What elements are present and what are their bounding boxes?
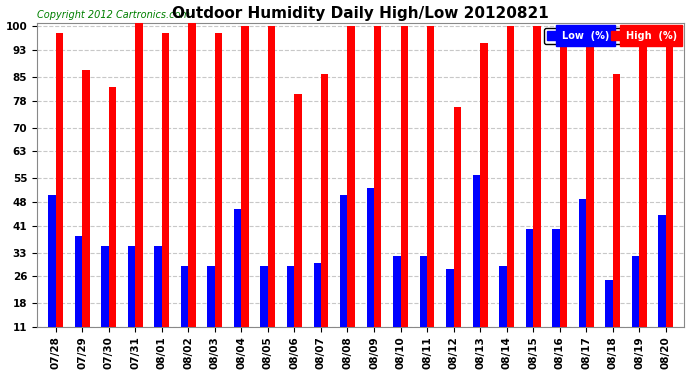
Bar (108, 87, 116, 327)
Bar (552, 229, 560, 327)
Bar (75, 236, 82, 327)
Bar (161, 33, 169, 327)
Title: Outdoor Humidity Daily High/Low 20120821: Outdoor Humidity Daily High/Low 20120821 (172, 6, 549, 21)
Bar (48, 195, 56, 327)
Bar (241, 27, 249, 327)
Bar (393, 256, 400, 327)
Bar (400, 27, 408, 327)
Bar (473, 175, 480, 327)
Bar (500, 266, 506, 327)
Bar (420, 256, 427, 327)
Bar (366, 189, 374, 327)
Bar (234, 209, 242, 327)
Bar (666, 27, 673, 327)
Bar (268, 27, 275, 327)
Bar (506, 27, 514, 327)
Bar (526, 229, 533, 327)
Bar (321, 74, 328, 327)
Legend: Low  (%), High  (%): Low (%), High (%) (544, 28, 680, 44)
Bar (340, 195, 348, 327)
Bar (295, 94, 302, 327)
Bar (128, 246, 135, 327)
Bar (560, 33, 567, 327)
Text: Copyright 2012 Cartronics.com: Copyright 2012 Cartronics.com (37, 10, 190, 20)
Bar (215, 33, 222, 327)
Bar (586, 27, 593, 327)
Bar (135, 16, 143, 327)
Bar (348, 27, 355, 327)
Bar (453, 108, 461, 327)
Bar (101, 246, 108, 327)
Bar (533, 27, 541, 327)
Bar (82, 70, 90, 327)
Bar (613, 74, 620, 327)
Bar (56, 33, 63, 327)
Bar (181, 266, 188, 327)
Bar (374, 27, 382, 327)
Bar (658, 216, 666, 327)
Bar (155, 246, 161, 327)
Bar (188, 16, 196, 327)
Bar (446, 270, 453, 327)
Bar (313, 263, 321, 327)
Bar (605, 280, 613, 327)
Bar (208, 266, 215, 327)
Bar (287, 266, 295, 327)
Bar (632, 256, 640, 327)
Bar (427, 27, 435, 327)
Bar (260, 266, 268, 327)
Bar (640, 33, 647, 327)
Bar (579, 199, 586, 327)
Bar (480, 44, 488, 327)
